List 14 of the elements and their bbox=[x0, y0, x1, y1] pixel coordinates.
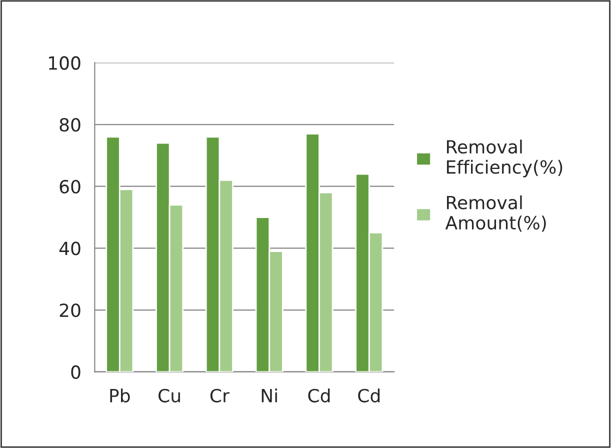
x-tick-label: Ni bbox=[262, 388, 277, 402]
x-tick-label: Cd bbox=[308, 388, 330, 402]
y-tick-label: 0 bbox=[71, 365, 80, 379]
x-tick-label: Cr bbox=[210, 388, 230, 402]
y-tick-label: 40 bbox=[59, 242, 80, 256]
x-tick-label: Cu bbox=[158, 388, 180, 402]
x-tick-label: Cd bbox=[358, 388, 380, 402]
x-tick-label: Pb bbox=[110, 388, 130, 402]
y-tick-label: 80 bbox=[60, 118, 80, 132]
y-tick-label: 100 bbox=[49, 56, 80, 70]
y-tick-label: 20 bbox=[60, 303, 80, 318]
y-tick-label: 60 bbox=[60, 180, 80, 194]
legend-label: Removal Efficiency(%) bbox=[446, 140, 562, 178]
legend-label: Removal Amount(%) bbox=[445, 195, 546, 232]
